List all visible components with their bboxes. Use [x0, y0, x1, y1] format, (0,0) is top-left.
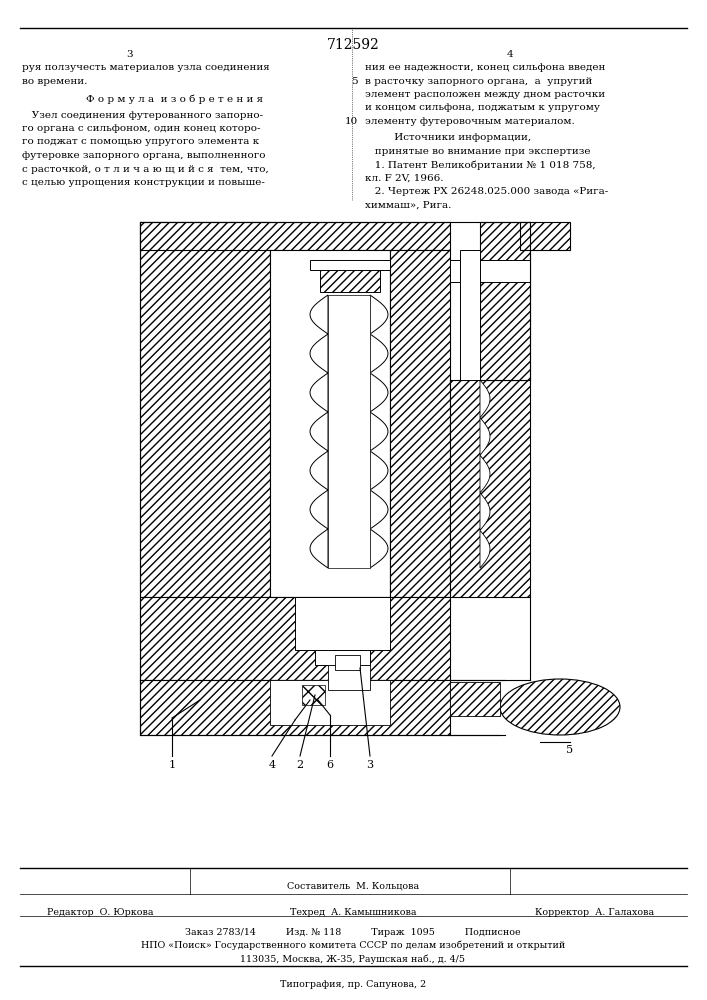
Bar: [315, 650, 370, 665]
Text: 2. Чертеж РХ 26248.025.000 завода «Рига-: 2. Чертеж РХ 26248.025.000 завода «Рига-: [365, 188, 608, 196]
Text: принятые во внимание при экспертизе: принятые во внимание при экспертизе: [365, 147, 590, 156]
Text: 113035, Москва, Ж-35, Раушская наб., д. 4/5: 113035, Москва, Ж-35, Раушская наб., д. …: [240, 954, 465, 964]
Polygon shape: [370, 412, 388, 451]
Polygon shape: [480, 418, 490, 455]
Bar: [450, 682, 500, 716]
Text: Техред  А. Камышникова: Техред А. Камышникова: [290, 908, 416, 917]
Text: руя ползучесть материалов узла соединения: руя ползучесть материалов узла соединени…: [22, 63, 270, 72]
Text: элементу футеровочным материалом.: элементу футеровочным материалом.: [365, 117, 575, 126]
Bar: [140, 597, 450, 680]
Text: химмаш», Рига.: химмаш», Рига.: [365, 201, 451, 210]
Text: 5: 5: [566, 745, 573, 755]
Text: 3: 3: [127, 50, 134, 59]
Bar: [480, 222, 530, 380]
Text: го органа с сильфоном, один конец которо-: го органа с сильфоном, один конец которо…: [22, 124, 260, 133]
Polygon shape: [310, 373, 328, 412]
Bar: [335, 655, 360, 670]
Bar: [140, 222, 270, 597]
Bar: [140, 680, 450, 735]
Text: кл. F 2V, 1966.: кл. F 2V, 1966.: [365, 174, 443, 183]
Polygon shape: [480, 493, 490, 530]
Bar: [328, 295, 370, 568]
Polygon shape: [310, 451, 328, 490]
Text: Источники информации,: Источники информации,: [365, 133, 531, 142]
Bar: [270, 680, 390, 725]
Polygon shape: [370, 451, 388, 490]
Text: ния ее надежности, конец сильфона введен: ния ее надежности, конец сильфона введен: [365, 63, 605, 72]
Bar: [295, 597, 390, 650]
Text: 4: 4: [269, 760, 276, 770]
Polygon shape: [310, 295, 328, 334]
Bar: [328, 665, 370, 690]
Text: 5: 5: [351, 77, 358, 86]
Bar: [270, 250, 390, 597]
Polygon shape: [310, 529, 328, 568]
Polygon shape: [370, 295, 388, 334]
Polygon shape: [370, 529, 388, 568]
Text: Корректор  А. Галахова: Корректор А. Галахова: [535, 908, 655, 917]
Polygon shape: [480, 380, 490, 418]
Bar: [450, 260, 530, 282]
Text: НПО «Поиск» Государственного комитета СССР по делам изобретений и открытий: НПО «Поиск» Государственного комитета СС…: [141, 941, 565, 950]
Bar: [140, 222, 450, 250]
Text: Заказ 2783/14          Изд. № 118          Тираж  1095          Подписное: Заказ 2783/14 Изд. № 118 Тираж 1095 Подп…: [185, 928, 521, 937]
Text: го поджат с помощью упругого элемента к: го поджат с помощью упругого элемента к: [22, 137, 259, 146]
Polygon shape: [480, 530, 490, 568]
Text: 1. Патент Великобритании № 1 018 758,: 1. Патент Великобритании № 1 018 758,: [365, 160, 595, 170]
Text: футеровке запорного органа, выполненного: футеровке запорного органа, выполненного: [22, 151, 266, 160]
Polygon shape: [480, 455, 490, 493]
Bar: [302, 685, 325, 705]
Text: Узел соединения футерованного запорно-: Узел соединения футерованного запорно-: [22, 110, 263, 119]
Text: в расточку запорного органа,  а  упругий: в расточку запорного органа, а упругий: [365, 77, 592, 86]
Text: элемент расположен между дном расточки: элемент расположен между дном расточки: [365, 90, 605, 99]
Bar: [390, 250, 450, 597]
Text: 712592: 712592: [327, 38, 380, 52]
Text: 4: 4: [507, 50, 513, 59]
Bar: [310, 260, 390, 270]
Bar: [520, 222, 570, 250]
Text: Типография, пр. Сапунова, 2: Типография, пр. Сапунова, 2: [280, 980, 426, 989]
Text: 10: 10: [345, 117, 358, 126]
Text: 3: 3: [366, 760, 373, 770]
Text: 1: 1: [168, 760, 175, 770]
Polygon shape: [370, 490, 388, 529]
Bar: [460, 250, 480, 380]
Text: 2: 2: [296, 760, 303, 770]
Text: Ф о р м у л а  и з о б р е т е н и я: Ф о р м у л а и з о б р е т е н и я: [86, 95, 264, 104]
Bar: [320, 270, 380, 292]
Polygon shape: [310, 334, 328, 373]
Ellipse shape: [500, 679, 620, 735]
Text: с целью упрощения конструкции и повыше-: с целью упрощения конструкции и повыше-: [22, 178, 265, 187]
Text: Редактор  О. Юркова: Редактор О. Юркова: [47, 908, 153, 917]
Text: с расточкой, о т л и ч а ю щ и й с я  тем, что,: с расточкой, о т л и ч а ю щ и й с я тем…: [22, 164, 269, 174]
Text: Составитель  М. Кольцова: Составитель М. Кольцова: [287, 882, 419, 891]
Polygon shape: [370, 373, 388, 412]
Text: 6: 6: [327, 760, 334, 770]
Polygon shape: [370, 334, 388, 373]
Text: и концом сильфона, поджатым к упругому: и концом сильфона, поджатым к упругому: [365, 104, 600, 112]
Text: во времени.: во времени.: [22, 77, 88, 86]
Polygon shape: [310, 490, 328, 529]
Bar: [450, 380, 530, 597]
Polygon shape: [310, 412, 328, 451]
